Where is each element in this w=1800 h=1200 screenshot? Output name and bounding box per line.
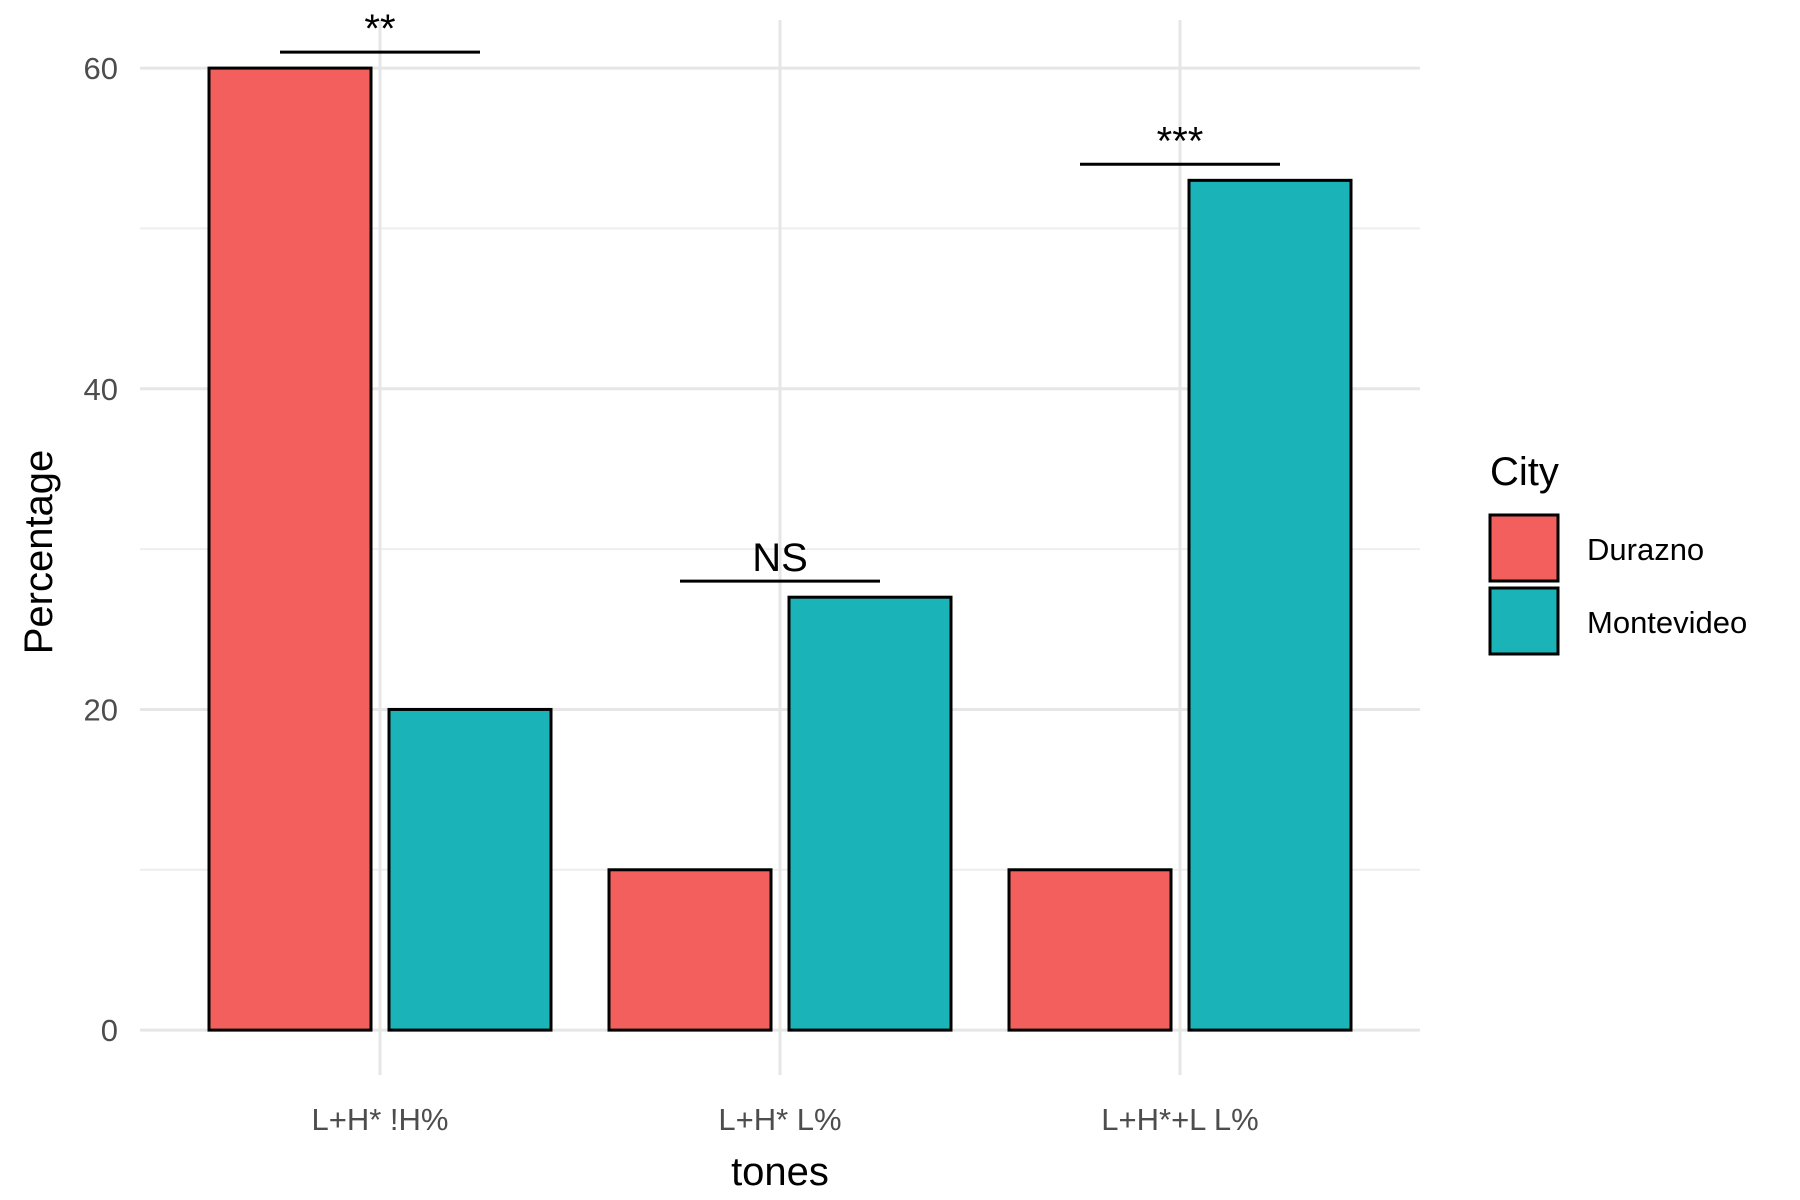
bar-montevideo-1 bbox=[787, 595, 953, 1032]
y-tick-label: 60 bbox=[84, 51, 118, 86]
x-tick-label: L+H*+L L% bbox=[1101, 1102, 1258, 1137]
bar-durazno-1 bbox=[607, 868, 773, 1032]
bar-durazno-2 bbox=[1007, 868, 1173, 1032]
annotation-layer: ** NS *** bbox=[280, 7, 1280, 583]
bar-layer bbox=[207, 66, 1353, 1032]
axis-layer: 0 20 40 60 L+H* !H% L+H* L% L+H*+L L% bbox=[84, 51, 1259, 1137]
legend-swatch-montevideo bbox=[1488, 586, 1560, 656]
bar-durazno-0 bbox=[207, 66, 373, 1032]
y-tick-label: 0 bbox=[101, 1013, 118, 1048]
x-tick-label: L+H* !H% bbox=[312, 1102, 449, 1137]
legend-swatch-durazno bbox=[1488, 513, 1560, 583]
bar-montevideo-2 bbox=[1187, 178, 1353, 1032]
significance-label: NS bbox=[752, 536, 808, 580]
significance-label: *** bbox=[1157, 119, 1204, 163]
legend: City Durazno Montevideo bbox=[1488, 450, 1747, 656]
legend-label-durazno: Durazno bbox=[1587, 532, 1704, 567]
x-axis-title: tones bbox=[731, 1150, 829, 1194]
y-axis-title: Percentage bbox=[17, 450, 61, 655]
legend-items: Durazno Montevideo bbox=[1488, 513, 1747, 656]
legend-title: City bbox=[1490, 450, 1559, 494]
significance-label: ** bbox=[364, 7, 395, 51]
bar-montevideo-0 bbox=[387, 707, 553, 1032]
y-tick-label: 20 bbox=[84, 692, 118, 727]
y-tick-label: 40 bbox=[84, 372, 118, 407]
legend-label-montevideo: Montevideo bbox=[1587, 605, 1747, 640]
x-tick-label: L+H* L% bbox=[718, 1102, 841, 1137]
